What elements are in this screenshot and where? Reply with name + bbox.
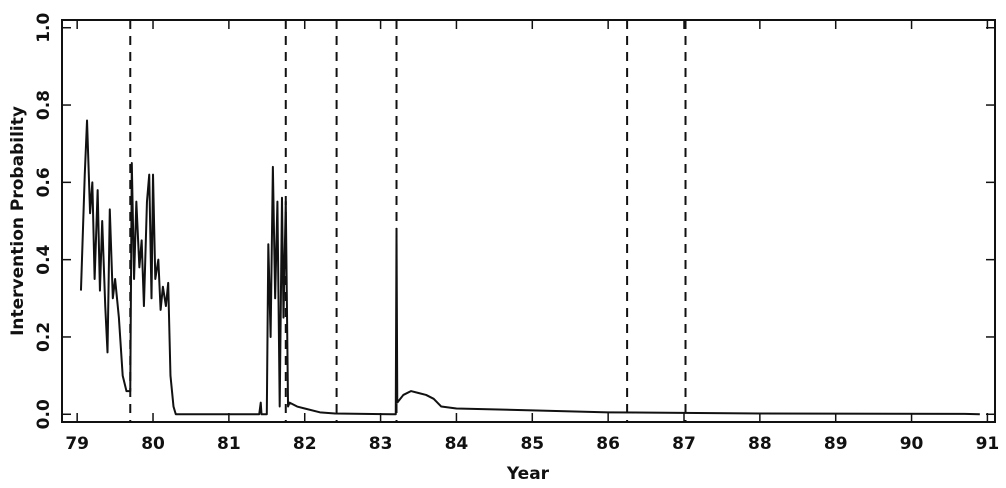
y-tick-label: 0.8 <box>34 90 54 120</box>
y-tick-label: 0.2 <box>34 322 54 352</box>
x-tick-label: 90 <box>900 434 924 454</box>
y-tick-label: 1.0 <box>34 13 54 43</box>
x-tick-label: 87 <box>672 434 696 454</box>
plot-frame <box>61 19 996 423</box>
x-tick-label: 84 <box>445 434 469 454</box>
y-tick-label: 0.0 <box>34 399 54 429</box>
x-tick-label: 80 <box>141 434 165 454</box>
x-axis-title: Year <box>506 464 550 484</box>
y-axis-title: Intervention Probability <box>8 106 28 336</box>
x-tick-label: 79 <box>65 434 89 454</box>
x-tick-label: 88 <box>748 434 772 454</box>
x-tick-label: 85 <box>520 434 544 454</box>
y-tick-label: 0.4 <box>34 244 54 274</box>
x-tick-label: 82 <box>293 434 317 454</box>
data-line <box>79 119 980 416</box>
x-tick-label: 91 <box>976 434 1000 454</box>
x-tick-label: 86 <box>596 434 620 454</box>
x-tick-label: 89 <box>824 434 848 454</box>
x-tick-label: 83 <box>369 434 393 454</box>
y-tick-label: 0.6 <box>34 167 54 197</box>
x-tick-label: 81 <box>217 434 241 454</box>
